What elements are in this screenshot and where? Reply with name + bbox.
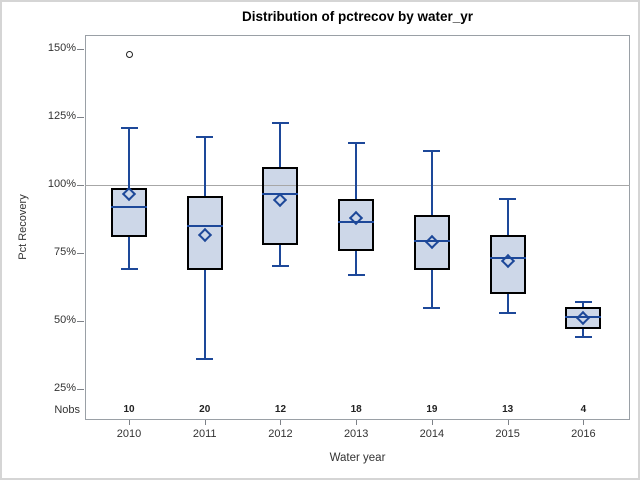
y-tick-label: 150% [47,42,76,55]
nobs-value: 10 [123,404,135,415]
box-2015 [489,235,526,294]
box-border-2011 [186,195,223,271]
y-axis-title: Pct Recovery [17,194,29,260]
median-line [262,193,299,196]
box-2014 [413,214,450,271]
x-tick-mark [356,420,358,425]
whisker-lower [203,270,206,359]
x-tick-mark [507,420,509,425]
x-tick-mark [431,420,433,425]
whisker-cap-upper [271,121,289,124]
x-tick-label: 2010 [116,428,142,440]
whisker-lower [430,270,433,309]
box-border-2010 [111,187,147,237]
box-2016 [565,307,602,329]
median-line [565,315,602,318]
whisker-cap-lower [423,307,441,310]
nobs-value: 18 [350,404,362,415]
y-tick-label: 100% [47,177,76,190]
box-2013 [338,198,375,252]
reference-line-100pct [85,184,630,186]
whisker-cap-lower [347,273,365,276]
x-tick-mark [204,420,206,425]
whisker-cap-lower [574,335,592,338]
whisker-cap-lower [196,357,214,360]
nobs-value: 13 [502,404,514,415]
box-border-2014 [413,214,450,271]
box-2011 [186,195,223,271]
y-tick-mark [77,388,84,390]
y-tick-mark [77,117,84,119]
x-tick-label: 2014 [419,428,445,440]
whisker-upper [582,301,585,308]
x-tick-mark [280,420,282,425]
whisker-upper [128,127,130,188]
x-tick-mark [129,420,130,425]
x-tick-label: 2011 [192,428,217,440]
box-border-2013 [338,198,375,252]
x-tick-mark [583,420,585,425]
y-tick-mark [77,49,84,51]
x-tick-label: 2016 [571,428,596,440]
median-line [338,220,375,223]
whisker-cap-lower [120,268,138,271]
median-line [111,205,147,208]
whisker-lower [355,251,358,275]
whisker-cap-upper [499,197,517,200]
whisker-lower [506,293,509,313]
nobs-value: 20 [199,404,211,415]
chart-title: Distribution of pctrecov by water_yr [241,9,474,24]
nobs-value: 4 [580,404,587,415]
whisker-cap-upper [347,141,365,144]
y-tick-mark [77,252,84,254]
whisker-upper [430,151,433,215]
nobs-value: 12 [274,404,287,415]
whisker-lower [582,328,585,337]
x-tick-label: 2013 [343,428,369,440]
y-tick-label: 75% [53,245,76,258]
whisker-lower [128,236,130,270]
y-tick-mark [77,184,84,186]
box-border-2016 [565,307,602,329]
median-line [186,224,223,227]
box-border-2015 [489,235,526,294]
whisker-upper [279,122,282,168]
median-line [489,257,526,260]
whisker-cap-upper [423,150,441,153]
y-tick-mark [77,320,84,322]
nobs-value: 19 [426,404,438,415]
nobs-row-label: Nobs [54,404,80,416]
box-border-2012 [262,167,299,245]
whisker-cap-upper [574,300,592,303]
whisker-upper [203,137,206,196]
y-tick-label: 25% [53,381,76,394]
box-2010 [111,187,147,237]
median-line [413,239,450,242]
whisker-cap-upper [196,136,214,139]
y-tick-label: 50% [53,313,76,326]
whisker-lower [279,244,282,267]
y-tick-label: 125% [47,110,76,123]
x-tick-label: 2012 [268,428,293,440]
whisker-cap-lower [499,311,517,314]
whisker-cap-upper [120,126,138,129]
whisker-upper [506,198,509,236]
whisker-cap-lower [271,265,289,268]
x-axis-title: Water year [329,452,386,464]
outlier-point [125,51,133,59]
x-tick-label: 2015 [495,428,520,440]
box-2012 [262,167,299,245]
whisker-upper [355,142,358,199]
